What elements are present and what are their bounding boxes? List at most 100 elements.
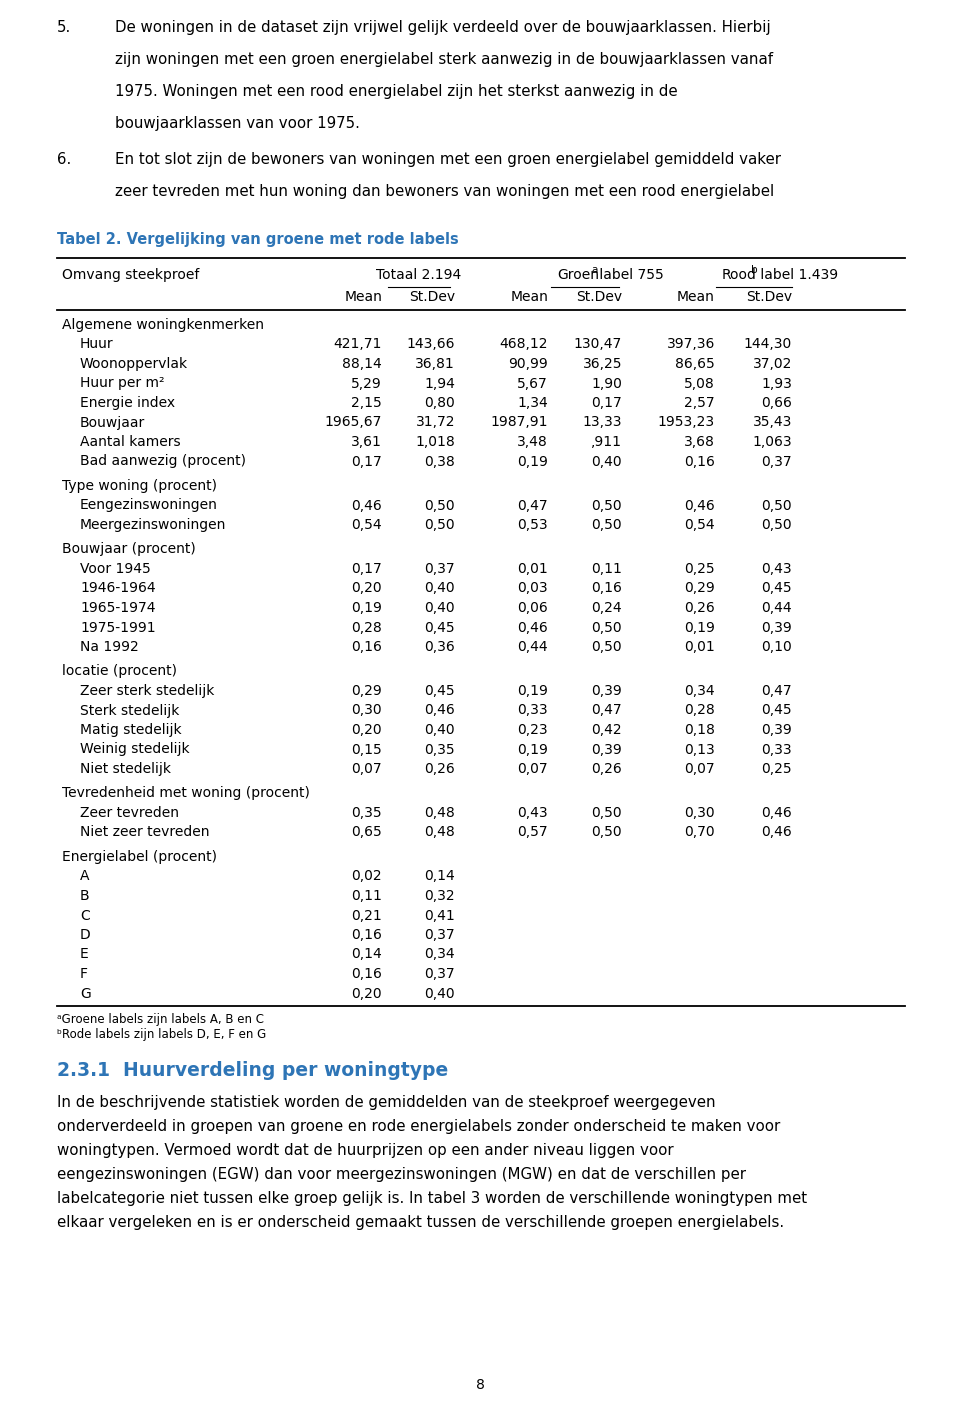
Text: 0,14: 0,14 xyxy=(351,948,382,962)
Text: 1,063: 1,063 xyxy=(753,435,792,449)
Text: 0,47: 0,47 xyxy=(591,704,622,718)
Text: 0,45: 0,45 xyxy=(761,704,792,718)
Text: 0,20: 0,20 xyxy=(351,987,382,1001)
Text: zijn woningen met een groen energielabel sterk aanwezig in de bouwjaarklassen va: zijn woningen met een groen energielabel… xyxy=(115,52,773,67)
Text: 0,02: 0,02 xyxy=(351,869,382,883)
Text: 0,50: 0,50 xyxy=(424,499,455,513)
Text: Sterk stedelijk: Sterk stedelijk xyxy=(80,704,180,718)
Text: Meergezinswoningen: Meergezinswoningen xyxy=(80,517,227,531)
Text: 1975-1991: 1975-1991 xyxy=(80,621,156,635)
Text: 0,23: 0,23 xyxy=(517,723,548,737)
Text: Bad aanwezig (procent): Bad aanwezig (procent) xyxy=(80,454,246,468)
Text: Matig stedelijk: Matig stedelijk xyxy=(80,723,181,737)
Text: 3,61: 3,61 xyxy=(351,435,382,449)
Text: Mean: Mean xyxy=(344,290,382,304)
Text: woningtypen. Vermoed wordt dat de huurprijzen op een ander niveau liggen voor: woningtypen. Vermoed wordt dat de huurpr… xyxy=(57,1143,674,1158)
Text: 0,29: 0,29 xyxy=(351,684,382,698)
Text: 1946-1964: 1946-1964 xyxy=(80,582,156,596)
Text: Bouwjaar (procent): Bouwjaar (procent) xyxy=(62,543,196,557)
Text: 1,94: 1,94 xyxy=(424,377,455,391)
Text: Algemene woningkenmerken: Algemene woningkenmerken xyxy=(62,318,264,332)
Text: C: C xyxy=(80,908,89,923)
Text: 0,17: 0,17 xyxy=(351,562,382,576)
Text: In de beschrijvende statistiek worden de gemiddelden van de steekproef weergegev: In de beschrijvende statistiek worden de… xyxy=(57,1095,715,1110)
Text: 6.: 6. xyxy=(57,151,71,167)
Text: Mean: Mean xyxy=(677,290,715,304)
Text: 0,50: 0,50 xyxy=(591,826,622,840)
Text: 0,14: 0,14 xyxy=(424,869,455,883)
Text: 0,44: 0,44 xyxy=(517,639,548,653)
Text: 37,02: 37,02 xyxy=(753,358,792,372)
Text: Zeer tevreden: Zeer tevreden xyxy=(80,806,179,820)
Text: 0,80: 0,80 xyxy=(424,395,455,409)
Text: 3,68: 3,68 xyxy=(684,435,715,449)
Text: Totaal 2.194: Totaal 2.194 xyxy=(376,268,461,282)
Text: 1,34: 1,34 xyxy=(517,395,548,409)
Text: 0,10: 0,10 xyxy=(761,639,792,653)
Text: 143,66: 143,66 xyxy=(406,338,455,352)
Text: 5,08: 5,08 xyxy=(684,377,715,391)
Text: 1953,23: 1953,23 xyxy=(658,415,715,429)
Text: 0,44: 0,44 xyxy=(761,601,792,615)
Text: 0,46: 0,46 xyxy=(684,499,715,513)
Text: 0,40: 0,40 xyxy=(424,723,455,737)
Text: 0,37: 0,37 xyxy=(761,454,792,468)
Text: 0,37: 0,37 xyxy=(424,967,455,981)
Text: 0,25: 0,25 xyxy=(684,562,715,576)
Text: 0,20: 0,20 xyxy=(351,723,382,737)
Text: 13,33: 13,33 xyxy=(583,415,622,429)
Text: 0,50: 0,50 xyxy=(591,621,622,635)
Text: 0,45: 0,45 xyxy=(761,582,792,596)
Text: Type woning (procent): Type woning (procent) xyxy=(62,479,217,494)
Text: 8: 8 xyxy=(475,1378,485,1392)
Text: En tot slot zijn de bewoners van woningen met een groen energielabel gemiddeld v: En tot slot zijn de bewoners van woninge… xyxy=(115,151,781,167)
Text: 468,12: 468,12 xyxy=(499,338,548,352)
Text: 0,15: 0,15 xyxy=(351,743,382,757)
Text: 0,46: 0,46 xyxy=(517,621,548,635)
Text: 0,43: 0,43 xyxy=(517,806,548,820)
Text: label 1.439: label 1.439 xyxy=(756,268,838,282)
Text: 0,29: 0,29 xyxy=(684,582,715,596)
Text: 1975. Woningen met een rood energielabel zijn het sterkst aanwezig in de: 1975. Woningen met een rood energielabel… xyxy=(115,84,678,100)
Text: elkaar vergeleken en is er onderscheid gemaakt tussen de verschillende groepen e: elkaar vergeleken en is er onderscheid g… xyxy=(57,1216,784,1230)
Text: 0,21: 0,21 xyxy=(351,908,382,923)
Text: 0,34: 0,34 xyxy=(684,684,715,698)
Text: 0,17: 0,17 xyxy=(351,454,382,468)
Text: 0,37: 0,37 xyxy=(424,928,455,942)
Text: Huur per m²: Huur per m² xyxy=(80,377,164,391)
Text: 2,15: 2,15 xyxy=(351,395,382,409)
Text: E: E xyxy=(80,948,88,962)
Text: 35,43: 35,43 xyxy=(753,415,792,429)
Text: 0,37: 0,37 xyxy=(424,562,455,576)
Text: Zeer sterk stedelijk: Zeer sterk stedelijk xyxy=(80,684,214,698)
Text: 0,11: 0,11 xyxy=(351,889,382,903)
Text: locatie (procent): locatie (procent) xyxy=(62,665,177,679)
Text: 0,20: 0,20 xyxy=(351,582,382,596)
Text: 0,40: 0,40 xyxy=(424,987,455,1001)
Text: 0,26: 0,26 xyxy=(684,601,715,615)
Text: 0,65: 0,65 xyxy=(351,826,382,840)
Text: 3,48: 3,48 xyxy=(517,435,548,449)
Text: Eengezinswoningen: Eengezinswoningen xyxy=(80,499,218,513)
Text: Huur: Huur xyxy=(80,338,113,352)
Text: 36,81: 36,81 xyxy=(416,358,455,372)
Text: D: D xyxy=(80,928,91,942)
Text: 0,19: 0,19 xyxy=(351,601,382,615)
Text: 0,43: 0,43 xyxy=(761,562,792,576)
Text: 0,45: 0,45 xyxy=(424,684,455,698)
Text: 0,07: 0,07 xyxy=(351,763,382,775)
Text: 0,50: 0,50 xyxy=(591,517,622,531)
Text: 0,24: 0,24 xyxy=(591,601,622,615)
Text: 0,16: 0,16 xyxy=(351,639,382,653)
Text: 5.: 5. xyxy=(57,20,71,35)
Text: 0,30: 0,30 xyxy=(684,806,715,820)
Text: 0,16: 0,16 xyxy=(351,928,382,942)
Text: 0,19: 0,19 xyxy=(517,454,548,468)
Text: 90,99: 90,99 xyxy=(508,358,548,372)
Text: B: B xyxy=(80,889,89,903)
Text: 0,50: 0,50 xyxy=(591,639,622,653)
Text: 0,30: 0,30 xyxy=(351,704,382,718)
Text: ᵃGroene labels zijn labels A, B en C: ᵃGroene labels zijn labels A, B en C xyxy=(57,1014,264,1026)
Text: 0,26: 0,26 xyxy=(424,763,455,775)
Text: 0,54: 0,54 xyxy=(684,517,715,531)
